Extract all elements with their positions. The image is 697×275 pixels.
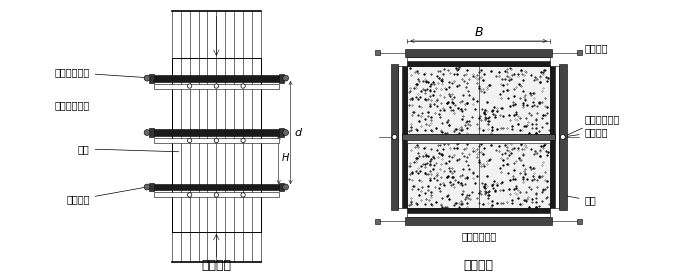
Text: 竖楞（方木）: 竖楞（方木） [461,231,496,241]
Circle shape [560,134,565,139]
Bar [559,64,567,210]
Circle shape [187,193,192,197]
Bar [375,50,380,55]
Text: 竖楞（方木）: 竖楞（方木） [54,100,90,110]
Circle shape [392,134,397,139]
Bar [154,138,279,143]
Bar [171,58,261,232]
Bar [577,50,583,55]
Bar [154,192,279,197]
Circle shape [241,84,245,88]
Bar [154,75,279,82]
Bar [408,66,550,134]
Text: 对拉螺栓: 对拉螺栓 [579,43,608,53]
Text: 柱立面图: 柱立面图 [201,258,231,272]
Circle shape [144,130,150,136]
Bar [279,183,284,191]
Bar [406,217,552,225]
Circle shape [187,138,192,143]
Bar [149,183,154,191]
Bar [279,128,284,137]
Text: 面板: 面板 [78,144,179,154]
Text: 对拉螺栓: 对拉螺栓 [565,127,608,137]
Circle shape [214,84,219,88]
Bar [402,134,555,140]
Circle shape [144,184,150,190]
Bar [408,61,550,66]
Circle shape [241,193,245,197]
Circle shape [283,130,289,136]
Bar [408,213,550,217]
Circle shape [241,138,245,143]
Text: 柱箍（方木）: 柱箍（方木） [54,68,151,78]
Bar [402,66,408,208]
Bar [149,74,154,82]
Bar [408,57,550,61]
Bar [149,128,154,137]
Text: 柱剖面图: 柱剖面图 [464,258,493,272]
Circle shape [214,138,219,143]
Bar [555,66,559,208]
Bar [550,66,555,208]
Text: d: d [295,128,302,138]
Bar [577,219,583,224]
Circle shape [214,193,219,197]
Text: B: B [475,26,483,39]
Bar [154,183,279,191]
Bar [408,140,550,208]
Text: 面板: 面板 [555,194,597,205]
Bar [406,49,552,57]
Circle shape [144,75,150,81]
Bar [375,219,380,224]
Bar [408,140,550,143]
Circle shape [283,75,289,81]
Circle shape [187,84,192,88]
Circle shape [283,184,289,190]
Text: H: H [282,153,289,163]
Text: 对拉螺栓: 对拉螺栓 [66,188,144,204]
Bar [279,74,284,82]
Bar [399,66,402,208]
Bar [408,208,550,213]
Bar [154,84,279,89]
Text: 柱箍（方木）: 柱箍（方木） [565,114,620,136]
Bar [390,64,399,210]
Bar [154,129,279,136]
